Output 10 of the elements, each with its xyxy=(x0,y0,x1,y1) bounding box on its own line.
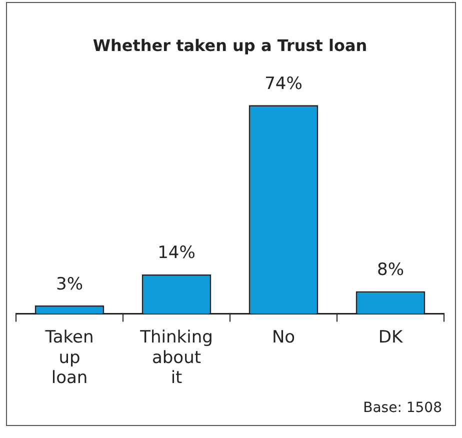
data-label: 8% xyxy=(377,260,404,280)
x-tick-label: DK xyxy=(378,327,404,348)
data-label: 14% xyxy=(158,243,196,264)
x-tick-label: No xyxy=(272,327,296,348)
x-tick-label: Thinking about it xyxy=(139,327,213,388)
text: Base: 1508 xyxy=(363,400,442,416)
x-tick-label: Taken up loan xyxy=(44,327,94,388)
data-label: 74% xyxy=(264,74,302,94)
data-label: 3% xyxy=(56,274,83,294)
chart-title: Whether taken up a Trust loan xyxy=(92,36,368,55)
